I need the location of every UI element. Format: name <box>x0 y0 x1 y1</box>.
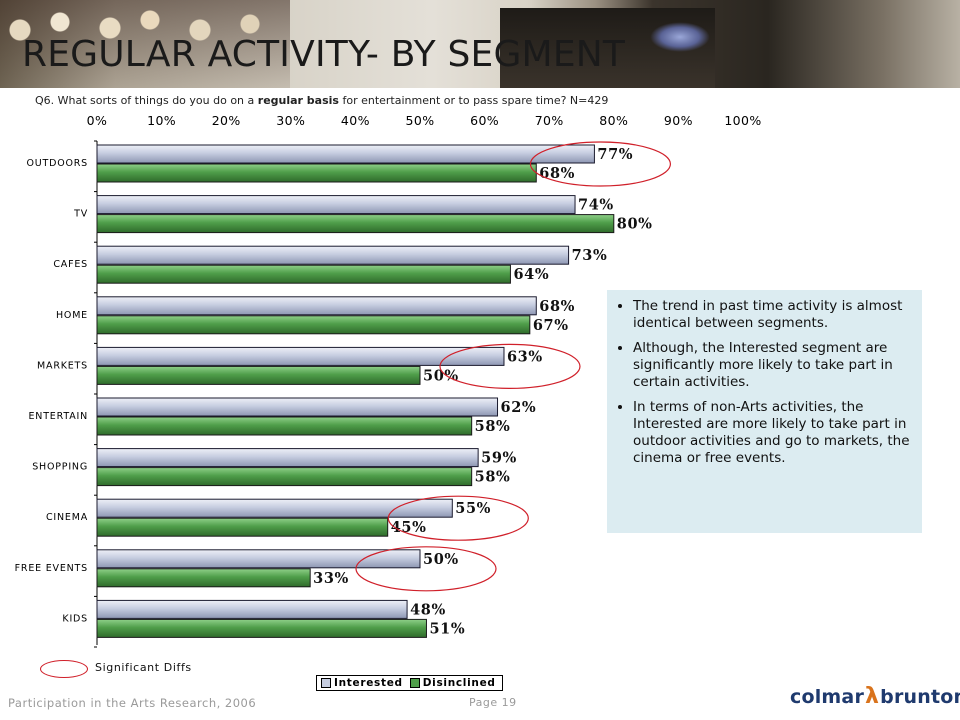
activity-bar-chart: 0% 10% 20% 30% 40% 50% 60% 70% 80% 90% 100% OUTDOOR… <box>15 113 761 648</box>
significance-oval <box>387 495 529 541</box>
legend-label-disinclined: Disinclined <box>422 677 496 689</box>
insight-bullet: In terms of non-Arts activities, the Int… <box>633 399 910 467</box>
data-label: 45% <box>391 519 427 536</box>
bar-disinclined <box>96 568 311 588</box>
x-tick-label: 100% <box>724 113 761 128</box>
insight-bullet: The trend in past time activity is almos… <box>633 298 910 332</box>
data-label: 68% <box>539 298 575 315</box>
data-label: 59% <box>481 450 517 467</box>
x-tick-label: 30% <box>276 113 305 128</box>
logo-word-colmar: colmar <box>790 686 865 708</box>
insight-bullet: Although, the Interested segment are sig… <box>633 340 910 391</box>
x-tick-label: 40% <box>341 113 370 128</box>
data-label: 58% <box>475 418 511 435</box>
header-banner-photo <box>0 0 960 88</box>
data-label: 64% <box>513 266 549 283</box>
data-label: 73% <box>572 247 608 264</box>
bar-interested <box>96 144 595 164</box>
bar-disinclined <box>96 365 421 385</box>
bar-interested <box>96 245 570 265</box>
category-label: KIDS <box>62 613 88 624</box>
bar-interested <box>96 448 479 468</box>
significance-key-oval <box>40 660 88 678</box>
legend-swatch-interested <box>321 678 331 688</box>
legend-swatch-disinclined <box>409 678 420 688</box>
data-label: 62% <box>501 399 537 416</box>
x-tick-label: 60% <box>470 113 499 128</box>
question-prefix: Q6. What sorts of things do you do on a <box>35 94 258 107</box>
bar-disinclined <box>96 214 615 234</box>
bar-disinclined <box>96 416 473 436</box>
category-label: OUTDOORS <box>26 158 88 169</box>
data-label: 33% <box>313 570 349 587</box>
data-label: 55% <box>455 500 491 517</box>
data-label: 63% <box>507 348 543 365</box>
logo-figure-icon: λ <box>865 684 880 709</box>
footer-source: Participation in the Arts Research, 2006 <box>8 696 257 710</box>
significance-oval <box>529 141 672 187</box>
category-label: CAFES <box>53 259 88 270</box>
bar-interested <box>96 346 505 366</box>
bar-disinclined <box>96 264 511 284</box>
x-tick-label: 90% <box>664 113 693 128</box>
banner-stage-light <box>650 22 710 52</box>
bar-disinclined <box>96 517 389 537</box>
chart-legend: Interested Disinclined <box>316 675 503 691</box>
significance-key-label: Significant Diffs <box>95 661 192 674</box>
bar-interested <box>96 599 408 619</box>
data-label: 51% <box>429 620 465 637</box>
data-label: 67% <box>533 317 569 334</box>
question-suffix: for entertainment or to pass spare time?… <box>338 94 609 107</box>
bar-disinclined <box>96 618 427 638</box>
x-tick-label: 0% <box>87 113 108 128</box>
bar-interested <box>96 549 421 569</box>
category-label: HOME <box>56 310 88 321</box>
data-label: 48% <box>410 601 446 618</box>
insights-box: The trend in past time activity is almos… <box>607 290 922 533</box>
x-tick-label: 10% <box>147 113 176 128</box>
bar-interested <box>96 296 537 316</box>
category-label: FREE EVENTS <box>15 563 88 574</box>
survey-question: Q6. What sorts of things do you do on a … <box>35 94 608 107</box>
page-title: REGULAR ACTIVITY- BY SEGMENT <box>22 34 626 75</box>
category-label: SHOPPING <box>32 462 88 473</box>
x-tick-label: 20% <box>212 113 241 128</box>
bar-interested <box>96 498 453 518</box>
data-label: 80% <box>617 216 653 233</box>
bar-disinclined <box>96 163 537 183</box>
x-tick-label: 80% <box>599 113 628 128</box>
data-label: 50% <box>423 367 459 384</box>
bar-interested <box>96 195 576 215</box>
data-label: 77% <box>597 146 633 163</box>
category-label: TV <box>73 209 88 220</box>
data-label: 68% <box>539 165 575 182</box>
category-label: CINEMA <box>46 512 88 523</box>
logo-word-brunton: brunton <box>880 686 960 708</box>
significance-oval <box>355 546 497 592</box>
data-label: 50% <box>423 551 459 568</box>
category-label: MARKETS <box>37 360 88 371</box>
bar-interested <box>96 397 499 417</box>
x-tick-label: 70% <box>535 113 564 128</box>
bar-disinclined <box>96 315 531 335</box>
banner-crowd-image <box>0 0 290 88</box>
category-label: ENTERTAIN <box>29 411 89 422</box>
data-label: 74% <box>578 197 614 214</box>
data-label: 58% <box>475 469 511 486</box>
question-emphasis: regular basis <box>257 94 339 107</box>
page-number: Page 19 <box>469 696 517 709</box>
bar-disinclined <box>96 467 473 487</box>
colmar-brunton-logo: colmarλbrunton <box>790 684 960 709</box>
x-tick-label: 50% <box>406 113 435 128</box>
legend-label-interested: Interested <box>334 677 403 689</box>
significance-oval <box>439 343 581 389</box>
